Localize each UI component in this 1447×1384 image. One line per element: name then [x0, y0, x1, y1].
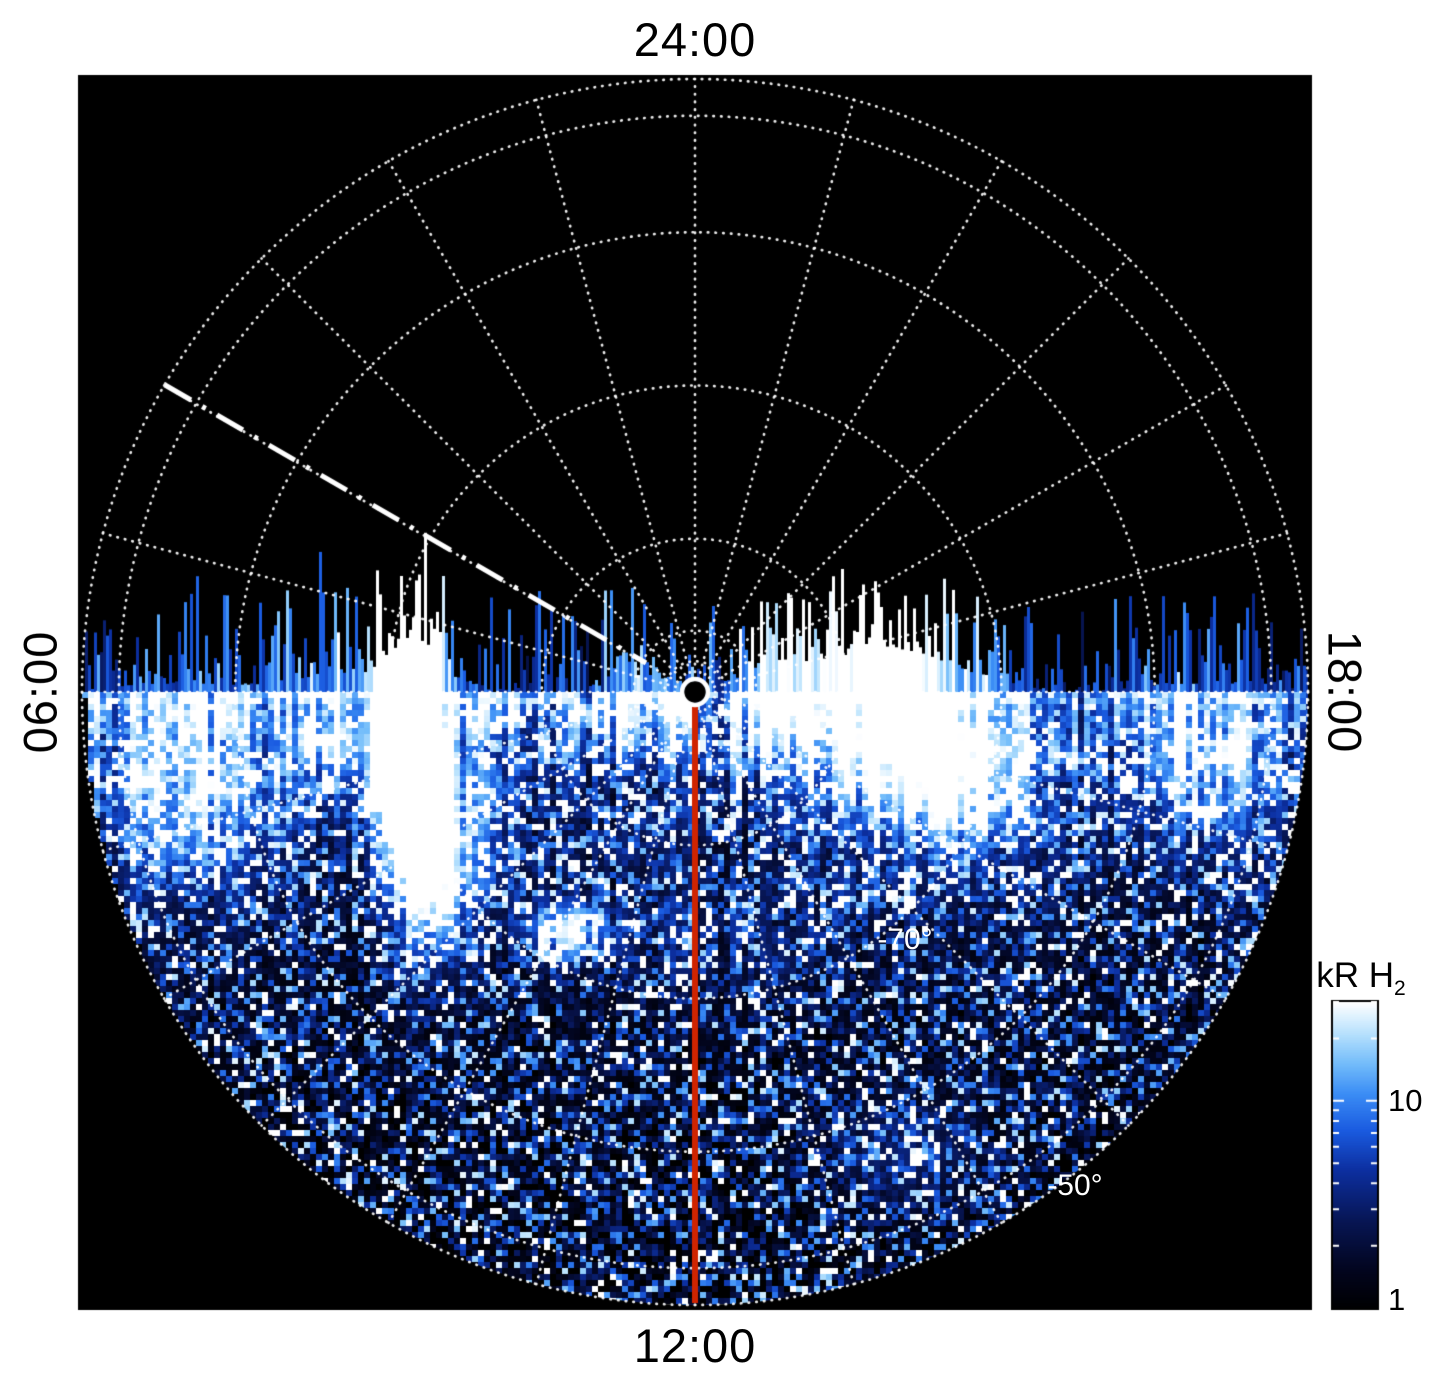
clock-label-12: 12:00: [633, 1319, 757, 1372]
clock-label-06: 06:00: [13, 630, 67, 754]
colorbar-tick-10: 10: [1388, 1082, 1423, 1118]
clock-label-24: 24:00: [633, 13, 757, 66]
clock-label-18: 18:00: [1318, 630, 1372, 754]
latitude-label-70: -70°: [877, 923, 933, 956]
colorbar-tick-1: 1: [1388, 1282, 1406, 1317]
colorbar-title: kR H2: [1316, 956, 1405, 1001]
colorbar-title-sub: 2: [1394, 977, 1406, 1000]
colorbar-title-main: kR H: [1316, 956, 1395, 995]
latitude-label-50: -50°: [1047, 1169, 1103, 1202]
